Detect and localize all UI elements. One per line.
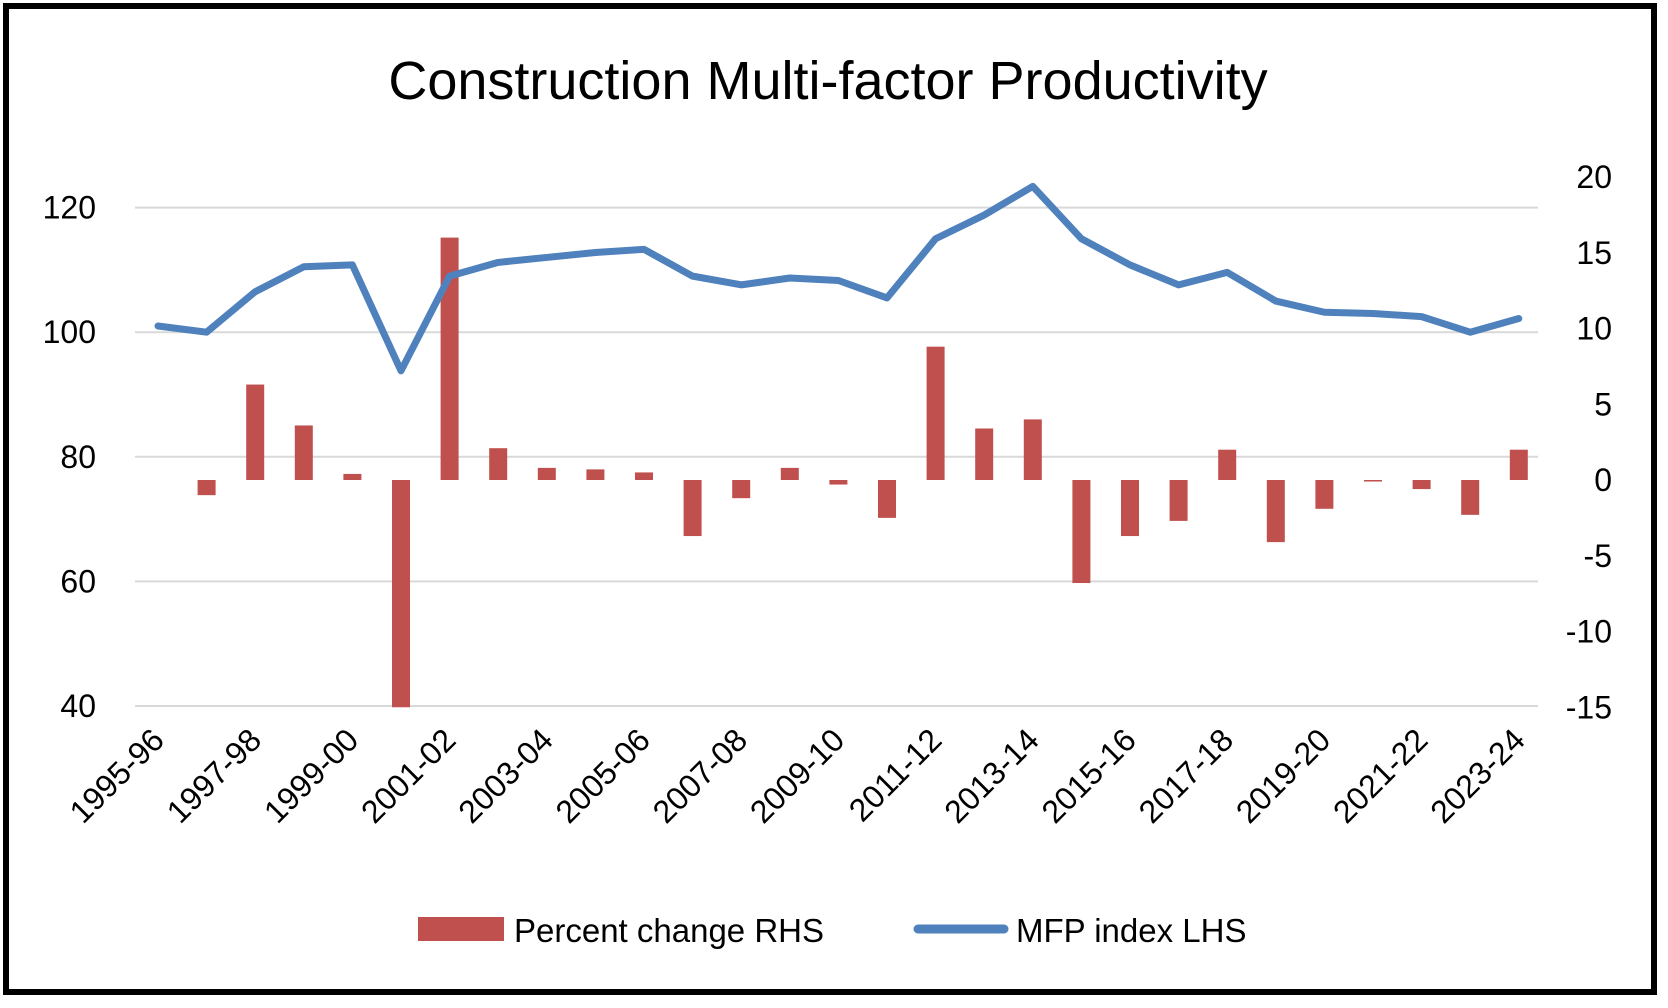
right-axis-tick-label: 0 [1594,462,1612,498]
bar-2018-19 [1266,480,1285,543]
legend: Percent change RHS MFP index LHS [418,912,1246,949]
x-axis-tick-label: 2007-08 [646,721,754,829]
x-axis-tick-label: 2001-02 [354,721,462,829]
legend-swatch-percent-change [418,917,504,941]
x-axis-tick-label: 1999-00 [257,721,365,829]
x-axis: 1995-961997-981999-002001-022003-042005-… [62,721,1531,829]
bar-2020-21 [1364,480,1382,482]
bar-2015-16 [1121,480,1139,537]
bar-2004-05 [586,469,605,480]
chart-title: Construction Multi-factor Productivity [388,51,1267,111]
right-axis-tick-label: 20 [1576,159,1612,195]
x-axis-tick-label: 2023-24 [1423,721,1531,829]
x-axis-tick-label: 2015-16 [1034,721,1142,829]
legend-label-percent-change: Percent change RHS [514,912,824,949]
bar-1998-99 [294,425,313,480]
legend-label-mfp-index: MFP index LHS [1016,912,1246,949]
bar-2010-11 [878,480,896,518]
right-axis: -15 -10 -5 0 5 10 15 20 [1566,159,1612,725]
left-axis: 40 60 80 100 120 [43,190,96,724]
bar-2021-22 [1412,480,1431,490]
bar-2011-12 [926,346,945,480]
left-axis-tick-label: 60 [60,563,96,599]
chart-frame [3,3,1657,995]
bar-1999-00 [343,473,362,480]
x-axis-tick-label: 2005-06 [548,721,656,829]
bar-2013-14 [1023,419,1042,480]
x-axis-tick-label: 1995-96 [62,721,170,829]
bar-2022-23 [1461,480,1480,515]
bar-series [197,237,1528,708]
left-axis-tick-label: 40 [60,688,96,724]
bar-1997-98 [246,384,265,480]
bar-2008-09 [780,467,799,480]
right-axis-tick-label: 5 [1594,386,1612,422]
bar-2012-13 [975,428,994,480]
left-axis-tick-label: 80 [60,439,96,475]
bar-2009-10 [829,480,848,485]
right-axis-tick-label: 10 [1576,311,1612,347]
line-mfp-index [154,182,1523,375]
left-axis-tick-label: 120 [43,190,96,226]
x-axis-tick-label: 2017-18 [1132,721,1240,829]
bar-2001-02 [440,237,459,480]
right-axis-tick-label: -10 [1566,614,1612,650]
bar-2023-24 [1509,449,1528,480]
bar-2006-07 [683,480,702,537]
x-axis-tick-label: 2013-14 [937,721,1045,829]
x-axis-tick-label: 2009-10 [743,721,851,829]
bar-2000-01 [392,480,410,708]
right-axis-tick-label: 15 [1576,235,1612,271]
bar-2016-17 [1169,480,1188,521]
left-axis-tick-label: 100 [43,314,96,350]
x-axis-tick-label: 2019-20 [1229,721,1337,829]
bar-2007-08 [732,480,751,499]
bar-2014-15 [1072,480,1091,584]
x-axis-tick-label: 2003-04 [451,721,559,829]
right-axis-tick-label: -15 [1566,689,1612,725]
bar-1996-97 [197,480,216,496]
bar-2017-18 [1218,449,1237,480]
x-axis-tick-label: 1997-98 [160,721,268,829]
gridlines [135,206,1538,707]
right-axis-tick-label: -5 [1584,538,1612,574]
bar-2003-04 [537,467,556,480]
line-series [154,182,1523,375]
bar-2005-06 [635,472,653,480]
x-axis-tick-label: 2011-12 [842,721,949,828]
bar-2002-03 [489,448,508,480]
bar-2019-20 [1315,480,1334,509]
x-axis-tick-label: 2021-22 [1326,721,1434,829]
